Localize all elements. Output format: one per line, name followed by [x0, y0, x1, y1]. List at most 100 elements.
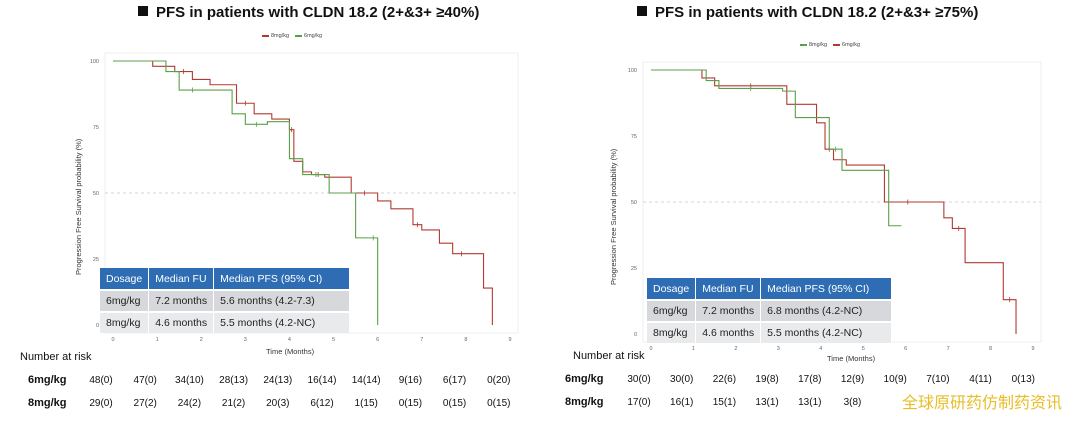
- table-header-cell: Median FU: [695, 278, 762, 300]
- km-panel-right: PFS in patients with CLDN 18.2 (2+&3+ ≥7…: [545, 0, 1080, 421]
- x-tick-label: 1: [692, 346, 695, 352]
- chart-legend: 8mg/kg 6mg/kg: [262, 33, 322, 39]
- x-tick-label: 9: [1031, 346, 1034, 352]
- table-cell: 8mg/kg: [100, 311, 150, 333]
- x-tick-label: 7: [947, 346, 950, 352]
- x-tick-label: 0: [111, 337, 114, 343]
- table-cell: 7.2 months: [148, 289, 215, 312]
- risk-cell: 27(2): [133, 398, 157, 409]
- y-tick-label: 0: [96, 323, 99, 329]
- table-cell: 6mg/kg: [647, 299, 697, 322]
- risk-cell: 10(9): [883, 374, 907, 385]
- x-tick-label: 5: [862, 346, 865, 352]
- risk-cell: 17(8): [798, 374, 822, 385]
- chart-legend: 8mg/kg 6mg/kg: [800, 42, 860, 48]
- y-tick-label: 75: [631, 134, 637, 140]
- x-tick-label: 3: [244, 337, 247, 343]
- bullet-square-icon: [637, 6, 647, 16]
- x-axis-title: Time (Months): [827, 354, 876, 363]
- risk-cell: 9(16): [398, 375, 423, 386]
- risk-cell: 48(0): [89, 375, 113, 386]
- x-tick-label: 5: [332, 337, 335, 343]
- risk-table-title: Number at risk: [20, 351, 92, 363]
- x-tick-label: 9: [508, 337, 511, 343]
- table-row: 6mg/kg 7.2 months 5.6 months (4.2-7.3): [100, 289, 351, 312]
- y-tick-label: 100: [628, 68, 637, 74]
- risk-cell: 15(1): [712, 397, 737, 408]
- table-cell: 7.2 months: [695, 299, 762, 322]
- x-tick-label: 3: [777, 346, 780, 352]
- x-tick-label: 8: [464, 337, 467, 343]
- x-tick-label: 2: [200, 337, 203, 343]
- table-cell: 4.6 months: [695, 321, 762, 343]
- table-header-row: Dosage Median FU Median PFS (95% CI): [647, 278, 893, 300]
- risk-cell: 21(2): [221, 398, 246, 409]
- risk-cell: 3(8): [843, 397, 862, 408]
- chart-title: PFS in patients with CLDN 18.2 (2+&3+ ≥4…: [138, 4, 479, 21]
- risk-cell: 13(1): [755, 397, 779, 408]
- legend-entry: 6mg/kg: [295, 33, 322, 39]
- watermark-text: 全球原研药仿制药资讯: [901, 395, 1062, 412]
- legend-entry: 6mg/kg: [833, 42, 860, 48]
- x-tick-label: 0: [649, 346, 652, 352]
- median-summary-table: Dosage Median FU Median PFS (95% CI) 6mg…: [647, 278, 893, 343]
- risk-cell: 12(9): [840, 374, 865, 385]
- legend-swatch: [800, 44, 807, 46]
- risk-row-label: 8mg/kg: [565, 396, 604, 408]
- risk-cell: 16(14): [307, 375, 337, 386]
- risk-cell: 6(12): [310, 398, 334, 409]
- chart-title: PFS in patients with CLDN 18.2 (2+&3+ ≥7…: [637, 4, 978, 21]
- x-tick-label: 6: [376, 337, 379, 343]
- risk-cell: 30(0): [627, 374, 651, 385]
- risk-cell: 14(14): [351, 375, 381, 386]
- risk-cell: 7(10): [926, 374, 950, 385]
- x-tick-label: 7: [420, 337, 423, 343]
- table-header-cell: Median FU: [148, 268, 215, 290]
- table-cell: 4.6 months: [148, 311, 215, 333]
- table-row: 8mg/kg 4.6 months 5.5 months (4.2-NC): [100, 311, 351, 333]
- x-tick-label: 8: [989, 346, 992, 352]
- risk-cell: 17(0): [627, 397, 651, 408]
- series-line-8mg-kg: [651, 69, 902, 227]
- risk-cell: 22(6): [712, 374, 737, 385]
- risk-row-label: 6mg/kg: [565, 373, 604, 385]
- risk-cell: 24(13): [263, 375, 293, 386]
- x-tick-label: 4: [288, 337, 291, 343]
- series-line-6mg-kg: [651, 69, 1017, 334]
- y-tick-label: 0: [634, 332, 637, 338]
- legend-swatch: [833, 44, 841, 46]
- median-summary-table: Dosage Median FU Median PFS (95% CI) 6mg…: [100, 268, 351, 333]
- risk-row-label: 8mg/kg: [28, 397, 67, 409]
- risk-cell: 4(11): [969, 374, 992, 385]
- legend-swatch: [262, 35, 269, 37]
- x-tick-label: 4: [819, 346, 822, 352]
- y-tick-label: 25: [631, 266, 637, 272]
- table-header-cell: Dosage: [100, 268, 150, 290]
- risk-cell: 30(0): [670, 374, 694, 385]
- legend-swatch: [295, 35, 303, 37]
- y-tick-label: 75: [93, 125, 99, 131]
- series-line-8mg-kg: [113, 60, 379, 325]
- x-axis-title: Time (Months): [266, 347, 315, 356]
- table-cell: 5.5 months (4.2-NC): [760, 321, 893, 343]
- table-header-row: Dosage Median FU Median PFS (95% CI): [100, 268, 351, 290]
- y-tick-label: 100: [90, 59, 99, 65]
- table-cell: 8mg/kg: [647, 321, 697, 343]
- table-cell: 6.8 months (4.2-NC): [760, 299, 893, 322]
- legend-entry: 8mg/kg: [262, 33, 289, 39]
- risk-cell: 0(15): [442, 398, 467, 409]
- risk-cell: 0(15): [487, 398, 511, 409]
- risk-cell: 24(2): [177, 398, 202, 409]
- table-header-cell: Median PFS (95% CI): [760, 278, 893, 300]
- risk-cell: 19(8): [755, 374, 779, 385]
- table-cell: 5.5 months (4.2-NC): [213, 311, 351, 333]
- risk-cell: 1(15): [354, 398, 378, 409]
- risk-row-label: 6mg/kg: [28, 374, 67, 386]
- risk-table-title: Number at risk: [573, 350, 645, 362]
- risk-cell: 29(0): [89, 398, 113, 409]
- x-tick-label: 1: [156, 337, 159, 343]
- y-tick-label: 50: [631, 200, 637, 206]
- y-tick-label: 50: [93, 191, 99, 197]
- risk-cell: 0(13): [1011, 374, 1035, 385]
- bullet-square-icon: [138, 6, 148, 16]
